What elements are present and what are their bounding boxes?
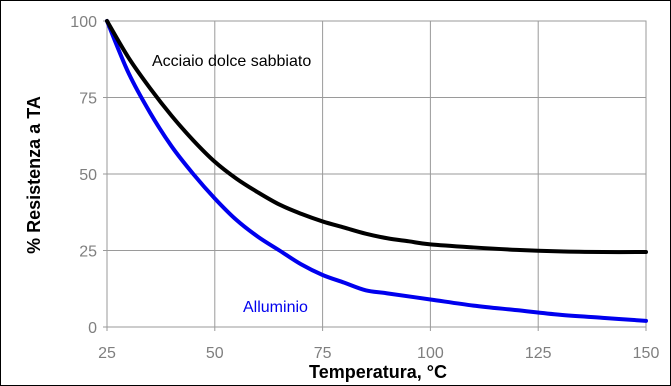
series-line-acciaio [105,19,648,255]
x-axis-title: Temperatura, °C [309,362,447,382]
series [105,19,648,323]
series-line-alluminio [105,19,648,323]
y-axis-title: % Resistenza a TA [24,96,44,254]
x-tick-label: 150 [633,345,660,362]
y-tick-label: 50 [79,167,97,184]
x-tick-label: 75 [314,345,332,362]
y-tick-label: 100 [70,14,97,31]
x-tick-label: 100 [417,345,444,362]
series-label-alluminio: Alluminio [243,299,308,316]
y-tick-label: 75 [79,91,97,108]
x-tick-label: 25 [98,345,116,362]
grid [103,20,647,331]
x-tick-label: 125 [525,345,552,362]
series-label-acciaio: Acciaio dolce sabbiato [152,53,311,70]
x-tick-label: 50 [206,345,224,362]
y-tick-label: 25 [79,244,97,261]
y-tick-label: 0 [88,320,97,337]
